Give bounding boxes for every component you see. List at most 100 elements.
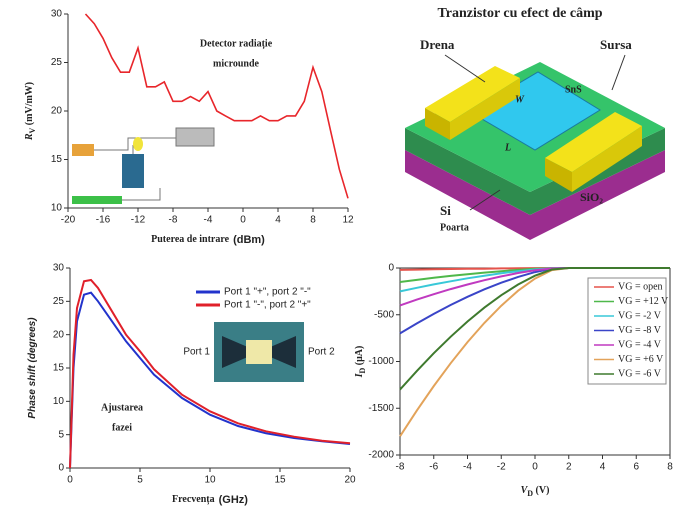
y-tick-label: -500: [374, 309, 394, 320]
x-tick-label: 0: [532, 462, 538, 473]
data-line: [69, 291, 351, 469]
device-inset: [214, 322, 304, 382]
x-tick-label: 12: [342, 215, 354, 226]
y-tick-label: 0: [388, 263, 394, 274]
source-pointer: [611, 54, 626, 91]
label-main: V: [521, 485, 529, 496]
label-text: Frecvența: [172, 494, 215, 505]
label-unit: (μA): [354, 346, 365, 368]
inset-label: Port 2: [308, 347, 335, 358]
gate-label: Poarta: [440, 222, 469, 233]
x-tick-label: -8: [169, 215, 178, 226]
label-main: Phase shift (degrees): [27, 317, 38, 419]
label-text: Puterea de intrare: [151, 234, 230, 245]
diagram-title: Tranzistor cu efect de câmp: [437, 6, 602, 21]
drain-front: [450, 78, 520, 140]
source-side: [545, 158, 572, 192]
label-unit: (GHz): [219, 494, 249, 506]
legend-label: Port 1 "+", port 2 "-": [224, 287, 311, 298]
source-top: [545, 112, 642, 172]
x-tick-label: -4: [463, 462, 472, 473]
annotation: Ajustarea: [101, 402, 143, 413]
oxide-side: [405, 128, 665, 215]
drain-label: Drena: [420, 37, 455, 52]
x-tick-label: 4: [275, 215, 281, 226]
wire: [94, 137, 176, 151]
legend-label: VG = -6 V: [618, 368, 662, 379]
gate-pointer: [469, 189, 501, 211]
source-label: Sursa: [600, 37, 632, 52]
width-label: W: [515, 94, 525, 105]
drain-pointer: [444, 54, 486, 83]
x-tick-label: 15: [274, 475, 286, 486]
inset-label: Port 1: [183, 347, 210, 358]
x-tick-label: 4: [600, 462, 606, 473]
label-unit: (V): [533, 485, 549, 496]
x-tick-label: -8: [396, 462, 405, 473]
y-tick-label: 30: [51, 9, 63, 20]
x-tick-label: 8: [667, 462, 673, 473]
axis-label: Puterea de intrare (dBm): [151, 234, 265, 246]
y-tick-label: 0: [58, 463, 64, 474]
x-tick-label: -2: [497, 462, 506, 473]
amp-box: [72, 196, 122, 204]
y-tick-label: 15: [51, 154, 63, 165]
source-front: [572, 126, 642, 192]
y-tick-label: 20: [53, 329, 65, 340]
axis-label: Phase shift (degrees): [27, 317, 38, 419]
length-label: L: [504, 142, 511, 153]
legend-label: VG = -2 V: [618, 310, 662, 321]
legend-label: VG = -8 V: [618, 325, 662, 336]
fet-diagram: Tranzistor cu efect de câmp Drena Sursa …: [405, 6, 665, 240]
y-tick-label: 15: [53, 363, 65, 374]
x-tick-label: 0: [67, 475, 73, 486]
y-tick-label: -1500: [368, 403, 394, 414]
wire: [122, 188, 161, 201]
y-tick-label: 20: [51, 106, 63, 117]
x-tick-label: 20: [344, 475, 356, 486]
x-tick-label: 6: [633, 462, 639, 473]
legend-label: Port 1 "-", port 2 "+": [224, 300, 311, 311]
channel-label: SnS: [565, 84, 582, 95]
label-main: I: [354, 372, 365, 378]
annotation: Detector radiație: [200, 38, 273, 49]
y-tick-label: -1000: [368, 356, 394, 367]
label-sub: D: [527, 489, 533, 498]
legend-label: VG = open: [618, 281, 663, 292]
data-line: [399, 267, 670, 391]
label-sub: D: [358, 367, 367, 373]
y-tick-label: 10: [53, 396, 65, 407]
x-tick-label: 0: [240, 215, 246, 226]
x-tick-label: -4: [204, 215, 213, 226]
y-tick-label: 5: [58, 429, 64, 440]
annotation: microunde: [213, 58, 259, 69]
substrate-layer: [405, 150, 665, 240]
legend-label: VG = +12 V: [618, 296, 669, 307]
substrate-label: Si: [440, 203, 451, 218]
x-tick-label: 8: [310, 215, 316, 226]
label-main: R: [24, 133, 35, 141]
drain-side: [425, 108, 450, 140]
axis-label: VD (V): [521, 485, 550, 498]
x-tick-label: -20: [61, 215, 76, 226]
bias-tee: [133, 137, 143, 151]
label-unit: (mV/mW): [24, 82, 35, 128]
axis-label: RV (mV/mW): [24, 82, 37, 141]
x-tick-label: 2: [566, 462, 572, 473]
x-tick-label: 10: [204, 475, 216, 486]
annotation: fazei: [112, 422, 132, 433]
legend-label: VG = +6 V: [618, 354, 664, 365]
source-box: [72, 144, 94, 156]
y-tick-label: 30: [53, 263, 65, 274]
x-tick-label: -16: [96, 215, 111, 226]
device-center: [246, 340, 272, 364]
y-tick-label: 25: [53, 296, 65, 307]
label-unit: (dBm): [233, 234, 265, 246]
data-line: [84, 13, 349, 199]
label-sub: V: [28, 127, 37, 133]
axis-label: ID (μA): [354, 346, 367, 379]
meter-box: [175, 127, 215, 147]
circuit-inset: [72, 127, 215, 204]
drain-top: [425, 66, 520, 122]
